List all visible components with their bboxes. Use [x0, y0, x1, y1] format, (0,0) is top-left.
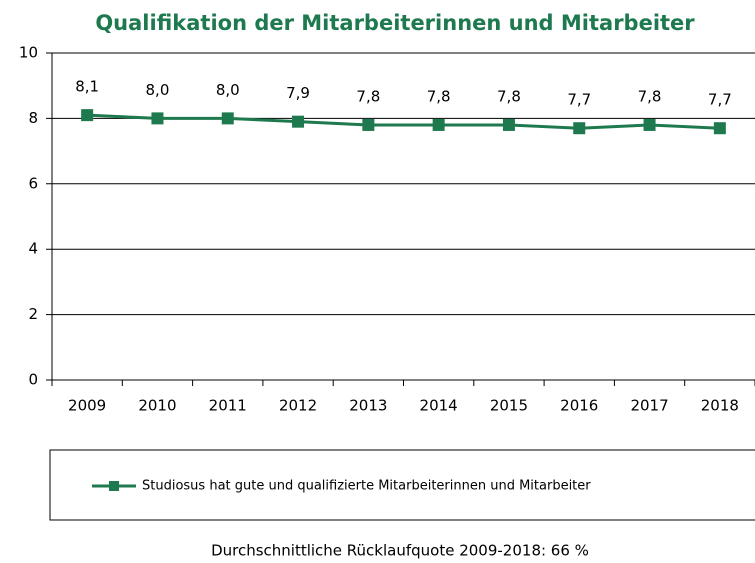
x-tick-label: 2009	[68, 397, 106, 415]
legend-label: Studiosus hat gute und qualifizierte Mit…	[142, 479, 591, 494]
legend-box	[49, 449, 755, 521]
point-marker	[502, 118, 515, 131]
data-label: 8,0	[146, 81, 170, 99]
series-line	[87, 113, 720, 130]
x-tick-label: 2017	[630, 397, 668, 415]
point-marker	[573, 122, 586, 135]
data-label: 7,8	[497, 87, 521, 105]
chart-title: Qualifikation der Mitarbeiterinnen und M…	[95, 11, 695, 35]
point-marker	[151, 112, 164, 125]
x-tick-label: 2012	[279, 397, 317, 415]
data-label: 8,1	[75, 78, 99, 96]
data-label: 8,0	[216, 81, 240, 99]
point-marker	[81, 109, 94, 122]
y-tick-label: 6	[28, 174, 38, 192]
y-tick-label: 0	[28, 371, 38, 389]
data-label: 7,9	[286, 84, 310, 102]
x-tick-label: 2014	[420, 397, 458, 415]
data-label: 7,7	[567, 91, 591, 109]
data-label: 7,8	[356, 87, 380, 105]
y-tick-label: 2	[28, 305, 38, 323]
x-tick-label: 2013	[349, 397, 387, 415]
x-tick-label: 2016	[560, 397, 598, 415]
y-tick-label: 10	[19, 44, 38, 62]
data-label: 7,8	[638, 87, 662, 105]
x-tick-label: 2018	[701, 397, 739, 415]
data-label: 7,7	[708, 91, 732, 109]
point-marker	[713, 122, 726, 135]
y-tick-label: 8	[28, 109, 38, 127]
y-tick-label: 4	[28, 240, 38, 258]
point-marker	[362, 118, 375, 131]
point-marker	[643, 118, 656, 131]
point-marker	[221, 112, 234, 125]
point-marker	[292, 115, 305, 128]
data-label: 7,8	[427, 87, 451, 105]
footnote: Durchschnittliche Rücklaufquote 2009-201…	[211, 542, 589, 560]
x-tick-label: 2015	[490, 397, 528, 415]
x-tick-label: 2010	[138, 397, 176, 415]
point-marker	[432, 118, 445, 131]
legend-marker	[109, 481, 119, 491]
x-tick-label: 2011	[209, 397, 247, 415]
